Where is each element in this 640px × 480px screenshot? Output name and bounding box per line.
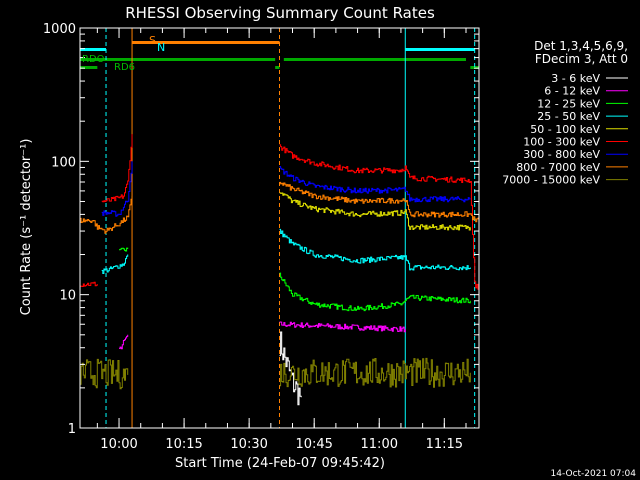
series-line-12-25-kev <box>119 247 129 252</box>
legend-label-6-12-kev: 6 - 12 keV <box>544 85 600 98</box>
x-tick-label: 10:15 <box>165 437 202 452</box>
legend-label-800-7000-kev: 800 - 7000 keV <box>516 161 600 174</box>
series-line-3-6-kev <box>279 331 302 406</box>
rd6-flag-bar <box>275 66 280 69</box>
attenuator-flag-bar <box>132 41 280 44</box>
rdo-flag-bar <box>283 58 466 61</box>
series-line-25-50-kev <box>279 228 471 271</box>
series-line-7000-15000-kev <box>80 358 129 390</box>
legend-header-line-1: Det 1,3,4,5,6,9, <box>534 39 628 53</box>
series-layer <box>80 134 479 406</box>
plot-area <box>80 134 479 406</box>
x-tick-label: 11:15 <box>426 437 463 452</box>
series-line-7000-15000-kev <box>279 357 471 388</box>
flag-label-s: S <box>149 34 156 47</box>
y-axis-label: Count Rate (s⁻¹ detector⁻¹) <box>19 139 34 316</box>
series-line-12-25-kev <box>279 272 471 312</box>
y-tick-label: 10 <box>59 289 76 304</box>
series-line-100-300-kev <box>279 144 479 290</box>
series-line-100-300-kev <box>101 134 133 203</box>
x-axis-label: Start Time (24-Feb-07 09:45:42) <box>175 456 385 471</box>
legend-label-50-100-kev: 50 - 100 keV <box>530 123 600 136</box>
y-tick-label: 1000 <box>43 22 76 37</box>
series-line-800-7000-kev <box>279 181 479 223</box>
x-tick-label: 10:45 <box>295 437 332 452</box>
footer-timestamp: 14-Oct-2021 07:04 <box>551 469 637 479</box>
saa-flag-bar <box>80 48 107 51</box>
axes: 1 10 100 1000 10:00 10:15 10:30 10:45 11:00 11:15 <box>43 22 480 452</box>
series-line-800-7000-kev <box>80 196 133 234</box>
flag-layer <box>80 41 479 69</box>
series-line-300-800-kev <box>101 161 133 217</box>
x-tick-label: 10:30 <box>230 437 267 452</box>
series-line-25-50-kev <box>101 254 129 274</box>
series-line-6-12-kev <box>279 321 406 333</box>
legend-label-7000-15000-kev: 7000 - 15000 keV <box>502 174 600 187</box>
series-line-300-800-kev <box>279 166 471 203</box>
legend-label-100-300-kev: 100 - 300 keV <box>523 136 600 149</box>
y-tick-label: 1 <box>68 422 76 437</box>
series-line-100-300-kev <box>80 281 98 287</box>
rd6-flag-bar <box>80 66 98 69</box>
rdo-flag-bar <box>80 58 276 61</box>
flag-label-rd6: RD6 <box>114 62 135 73</box>
saa-flag-bar <box>405 48 475 51</box>
flag-label-n: N <box>157 41 165 54</box>
legend-label-3-6-kev: 3 - 6 keV <box>551 72 600 85</box>
legend-label-300-800-kev: 300 - 800 keV <box>523 148 600 161</box>
y-tick-label: 100 <box>51 155 76 170</box>
series-line-6-12-kev <box>119 334 129 350</box>
x-tick-label: 10:00 <box>100 437 137 452</box>
rd6-flag-bar <box>470 66 479 69</box>
legend-label-25-50-kev: 25 - 50 keV <box>537 110 600 123</box>
chart-title: RHESSI Observing Summary Count Rates <box>125 4 435 22</box>
legend-header-line-2: FDecim 3, Att 0 <box>535 52 628 66</box>
plot-frame <box>79 27 480 429</box>
legend-label-12-25-kev: 12 - 25 keV <box>537 97 600 110</box>
legend: Det 1,3,4,5,6,9, FDecim 3, Att 0 3 - 6 k… <box>502 39 628 187</box>
series-line-50-100-kev <box>279 192 471 231</box>
flag-labels: S N RDO RD6 <box>82 34 165 73</box>
x-tick-label: 11:00 <box>361 437 398 452</box>
flag-label-rdo: RDO <box>82 54 105 65</box>
